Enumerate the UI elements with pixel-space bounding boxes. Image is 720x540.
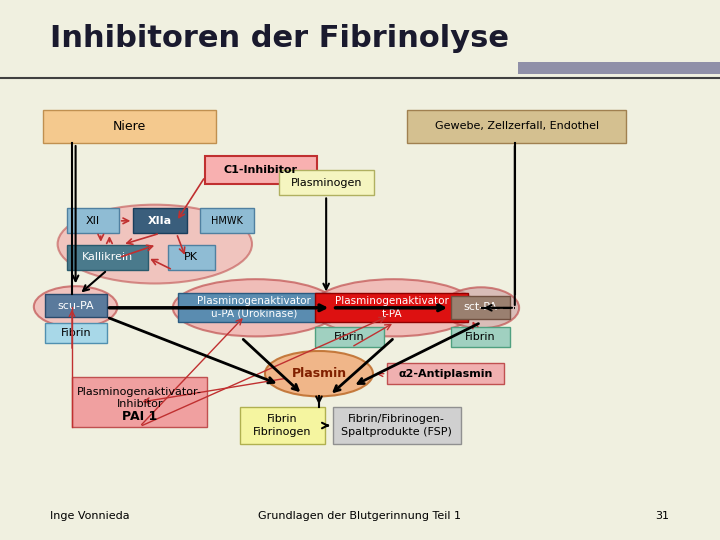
FancyBboxPatch shape bbox=[67, 245, 148, 270]
FancyBboxPatch shape bbox=[133, 208, 187, 233]
FancyBboxPatch shape bbox=[451, 327, 510, 347]
FancyBboxPatch shape bbox=[72, 377, 207, 427]
FancyBboxPatch shape bbox=[387, 363, 504, 384]
FancyBboxPatch shape bbox=[279, 170, 374, 195]
Text: Plasminogenaktivator-
Inhibitor: Plasminogenaktivator- Inhibitor bbox=[77, 387, 202, 409]
Text: sct-PA: sct-PA bbox=[464, 302, 498, 312]
Ellipse shape bbox=[173, 279, 338, 336]
FancyBboxPatch shape bbox=[43, 110, 216, 143]
Text: 31: 31 bbox=[656, 511, 670, 521]
FancyBboxPatch shape bbox=[451, 296, 510, 319]
Ellipse shape bbox=[443, 287, 519, 328]
Ellipse shape bbox=[58, 205, 252, 284]
Text: XIIa: XIIa bbox=[148, 215, 172, 226]
Text: Inhibitoren der Fibrinolyse: Inhibitoren der Fibrinolyse bbox=[50, 24, 510, 53]
Text: XII: XII bbox=[86, 215, 100, 226]
FancyBboxPatch shape bbox=[45, 323, 107, 343]
Text: Plasminogenaktivator
u-PA (Urokinase): Plasminogenaktivator u-PA (Urokinase) bbox=[197, 296, 311, 319]
Text: PK: PK bbox=[184, 252, 198, 262]
FancyBboxPatch shape bbox=[518, 62, 720, 74]
FancyBboxPatch shape bbox=[205, 156, 317, 184]
Text: Fibrin
Fibrinogen: Fibrin Fibrinogen bbox=[253, 414, 312, 437]
Ellipse shape bbox=[265, 351, 373, 396]
FancyBboxPatch shape bbox=[240, 407, 325, 444]
FancyBboxPatch shape bbox=[315, 293, 468, 322]
Text: C1-Inhibitor: C1-Inhibitor bbox=[224, 165, 298, 174]
FancyBboxPatch shape bbox=[315, 327, 384, 347]
Text: Inge Vonnieda: Inge Vonnieda bbox=[50, 511, 130, 521]
FancyBboxPatch shape bbox=[200, 208, 254, 233]
FancyBboxPatch shape bbox=[333, 407, 461, 444]
Text: Grundlagen der Blutgerinnung Teil 1: Grundlagen der Blutgerinnung Teil 1 bbox=[258, 511, 462, 521]
Text: Fibrin: Fibrin bbox=[60, 328, 91, 338]
Text: Fibrin: Fibrin bbox=[465, 332, 496, 342]
FancyBboxPatch shape bbox=[67, 208, 119, 233]
Ellipse shape bbox=[34, 286, 117, 327]
Text: Fibrin/Fibrinogen-
Spaltprodukte (FSP): Fibrin/Fibrinogen- Spaltprodukte (FSP) bbox=[341, 414, 452, 437]
FancyBboxPatch shape bbox=[407, 110, 626, 143]
Ellipse shape bbox=[311, 279, 477, 336]
FancyBboxPatch shape bbox=[178, 293, 330, 322]
Text: Plasminogenaktivator
t-PA: Plasminogenaktivator t-PA bbox=[335, 296, 449, 319]
Text: HMWK: HMWK bbox=[211, 215, 243, 226]
Text: PAI 1: PAI 1 bbox=[122, 410, 157, 423]
Text: Plasminogen: Plasminogen bbox=[290, 178, 362, 188]
FancyBboxPatch shape bbox=[45, 294, 107, 317]
Text: Kallikrein: Kallikrein bbox=[81, 252, 133, 262]
FancyBboxPatch shape bbox=[168, 245, 215, 270]
Text: Niere: Niere bbox=[113, 120, 146, 133]
Text: Plasmin: Plasmin bbox=[292, 367, 346, 380]
Text: scu-PA: scu-PA bbox=[58, 301, 94, 310]
Text: Fibrin: Fibrin bbox=[334, 332, 365, 342]
Text: Gewebe, Zellzerfall, Endothel: Gewebe, Zellzerfall, Endothel bbox=[435, 122, 598, 131]
Text: α2-Antiplasmin: α2-Antiplasmin bbox=[398, 369, 492, 379]
